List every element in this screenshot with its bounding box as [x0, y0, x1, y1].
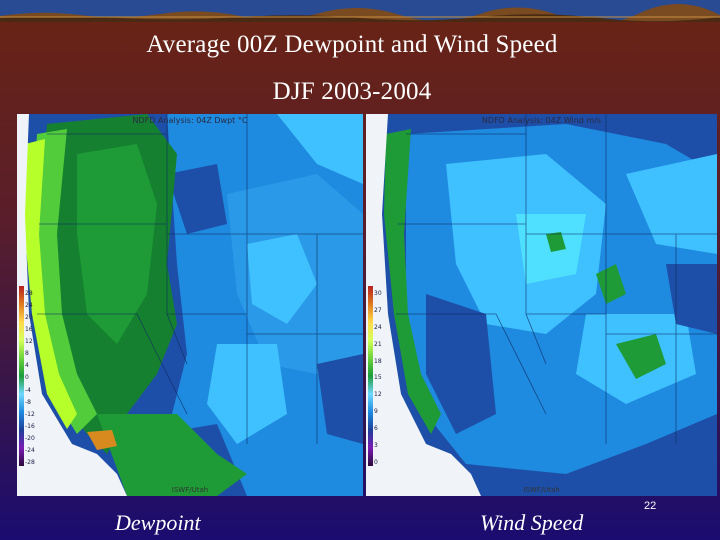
colorbar-label: -8 [25, 398, 31, 406]
colorbar-label: 4 [25, 362, 29, 370]
colorbar-label: -20 [25, 434, 35, 442]
colorbar-label: -12 [25, 410, 35, 418]
colorbar-label: 9 [374, 408, 378, 416]
colorbar-label: -28 [25, 458, 35, 466]
dewpoint-map-footer: ISWF/Utah [171, 486, 209, 494]
colorbar-label: 27 [374, 306, 382, 314]
colorbar-label: -4 [25, 386, 31, 394]
colorbar-label: 15 [374, 374, 382, 382]
colorbar-label: 8 [25, 350, 29, 358]
wind-speed-caption: Wind Speed [480, 510, 584, 535]
colorbar-label: 6 [374, 425, 378, 433]
colorbar-label: -24 [25, 446, 35, 454]
colorbar-label: 20 [25, 314, 33, 322]
colorbar-label: 3 [374, 442, 378, 450]
wind-speed-map-image [366, 114, 717, 496]
decorative-banner [0, 0, 720, 22]
colorbar-label: 30 [374, 290, 382, 297]
banner-art [0, 0, 720, 22]
colorbar-label: 28 [25, 290, 33, 297]
wind-speed-map-footer: ISWF/Utah [523, 486, 560, 494]
colorbar-label: 16 [25, 326, 33, 334]
colorbar-label: 12 [25, 338, 33, 346]
colorbar-label: 0 [25, 374, 29, 382]
dewpoint-caption: Dewpoint [115, 510, 201, 535]
colorbar-label: 21 [374, 340, 382, 348]
wind-speed-colorbar-labels: 30 27 24 21 18 15 12 9 6 3 0 [374, 290, 388, 466]
wind-speed-colorbar [368, 286, 373, 466]
colorbar-label: 0 [374, 458, 378, 466]
colorbar-label: 24 [374, 323, 382, 331]
slide-title: Average 00Z Dewpoint and Wind Speed [146, 31, 558, 58]
dewpoint-map-image [17, 114, 363, 496]
dewpoint-colorbar [19, 286, 24, 466]
colorbar-label: 18 [374, 357, 382, 365]
colorbar-label: 24 [25, 302, 33, 310]
wind-speed-map-header: NDFD Analysis: 04Z Wind m/s [481, 116, 602, 125]
dewpoint-map-header: NDFD Analysis: 04Z Dwpt °C [132, 116, 248, 125]
slide-number: 22 [644, 500, 657, 512]
colorbar-label: -16 [25, 422, 35, 430]
wind-speed-map: NDFD Analysis: 04Z Wind m/s 30 27 24 21 … [366, 114, 717, 496]
slide-subtitle: DJF 2003-2004 [272, 78, 432, 105]
dewpoint-map: NDFD Analysis: 04Z Dwpt °C 28 24 20 16 1… [17, 114, 363, 496]
colorbar-label: 12 [374, 391, 382, 399]
dewpoint-colorbar-labels: 28 24 20 16 12 8 4 0 -4 -8 -12 -16 -20 -… [25, 290, 39, 466]
